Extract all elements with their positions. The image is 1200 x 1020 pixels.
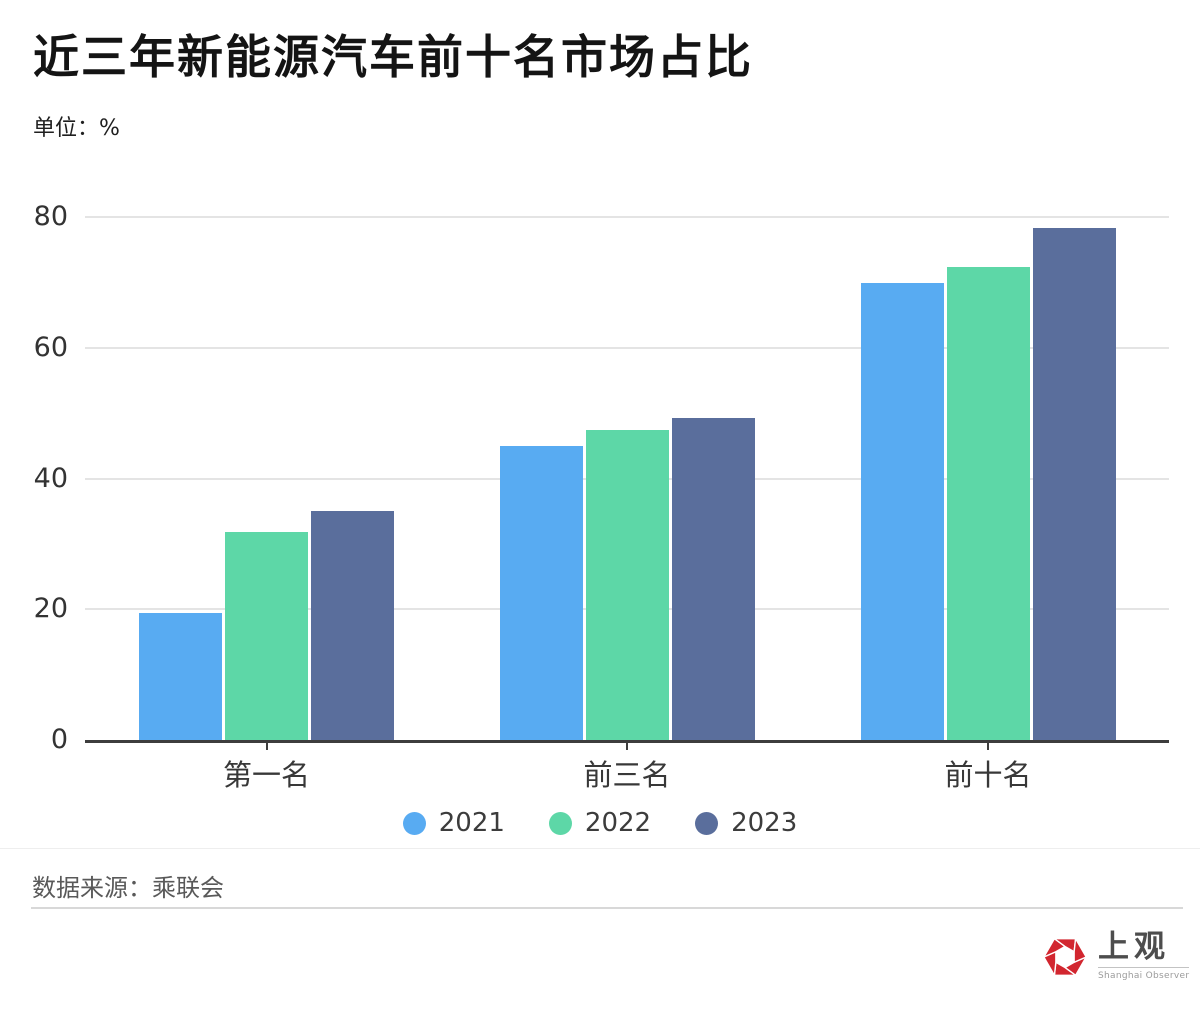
axis-tick [987,743,989,750]
legend-label: 2021 [438,808,505,838]
legend-item-2022: 2022 [548,808,652,838]
bar-2023-前三名 [671,418,755,740]
category-label: 前十名 [944,758,1032,792]
legend-item-2023: 2023 [695,808,797,838]
x-axis-line [85,740,1169,743]
bar-2022-前三名 [585,430,669,740]
shanghai-observer-logo: 上观 Shanghai Observer [1042,929,1190,981]
legend-dot [402,811,426,835]
gridline [85,216,1169,218]
legend-dot [548,811,572,835]
unit-label: 单位：% [33,116,120,141]
bar-2022-第一名 [225,532,308,740]
y-axis-label: 40 [33,462,68,494]
page-title: 近三年新能源汽车前十名市场占比 [33,30,753,84]
gridline [85,346,1169,349]
divider [31,907,1183,909]
legend-dot [695,811,719,835]
chart-legend: 2021 2022 2023 [0,808,1200,838]
logo-cn-text: 上观 [1098,929,1170,965]
bar-2023-前十名 [1032,228,1116,740]
logo-divider [1098,967,1190,968]
data-source-label: 数据来源：乘联会 [32,874,224,902]
divider [0,848,1200,849]
aperture-logo-icon [1043,937,1087,976]
bar-2021-第一名 [139,612,222,740]
legend-label: 2022 [584,808,652,838]
bar-2022-前十名 [946,266,1030,740]
axis-tick [265,743,268,750]
y-axis-label: 0 [50,724,68,755]
y-axis-label: 60 [33,331,68,363]
bar-2023-第一名 [311,510,394,740]
legend-label: 2023 [731,808,798,838]
axis-tick [626,743,628,750]
y-axis-label: 80 [33,201,68,232]
category-label: 第一名 [222,758,310,792]
y-axis-label: 20 [33,593,68,625]
category-label: 前三名 [583,758,671,792]
logo-en-text: Shanghai Observer [1098,971,1190,981]
logo-text: 上观 Shanghai Observer [1098,929,1190,981]
bar-2021-前十名 [860,283,944,740]
legend-item-2021: 2021 [402,808,505,838]
bar-2021-前三名 [499,446,583,740]
